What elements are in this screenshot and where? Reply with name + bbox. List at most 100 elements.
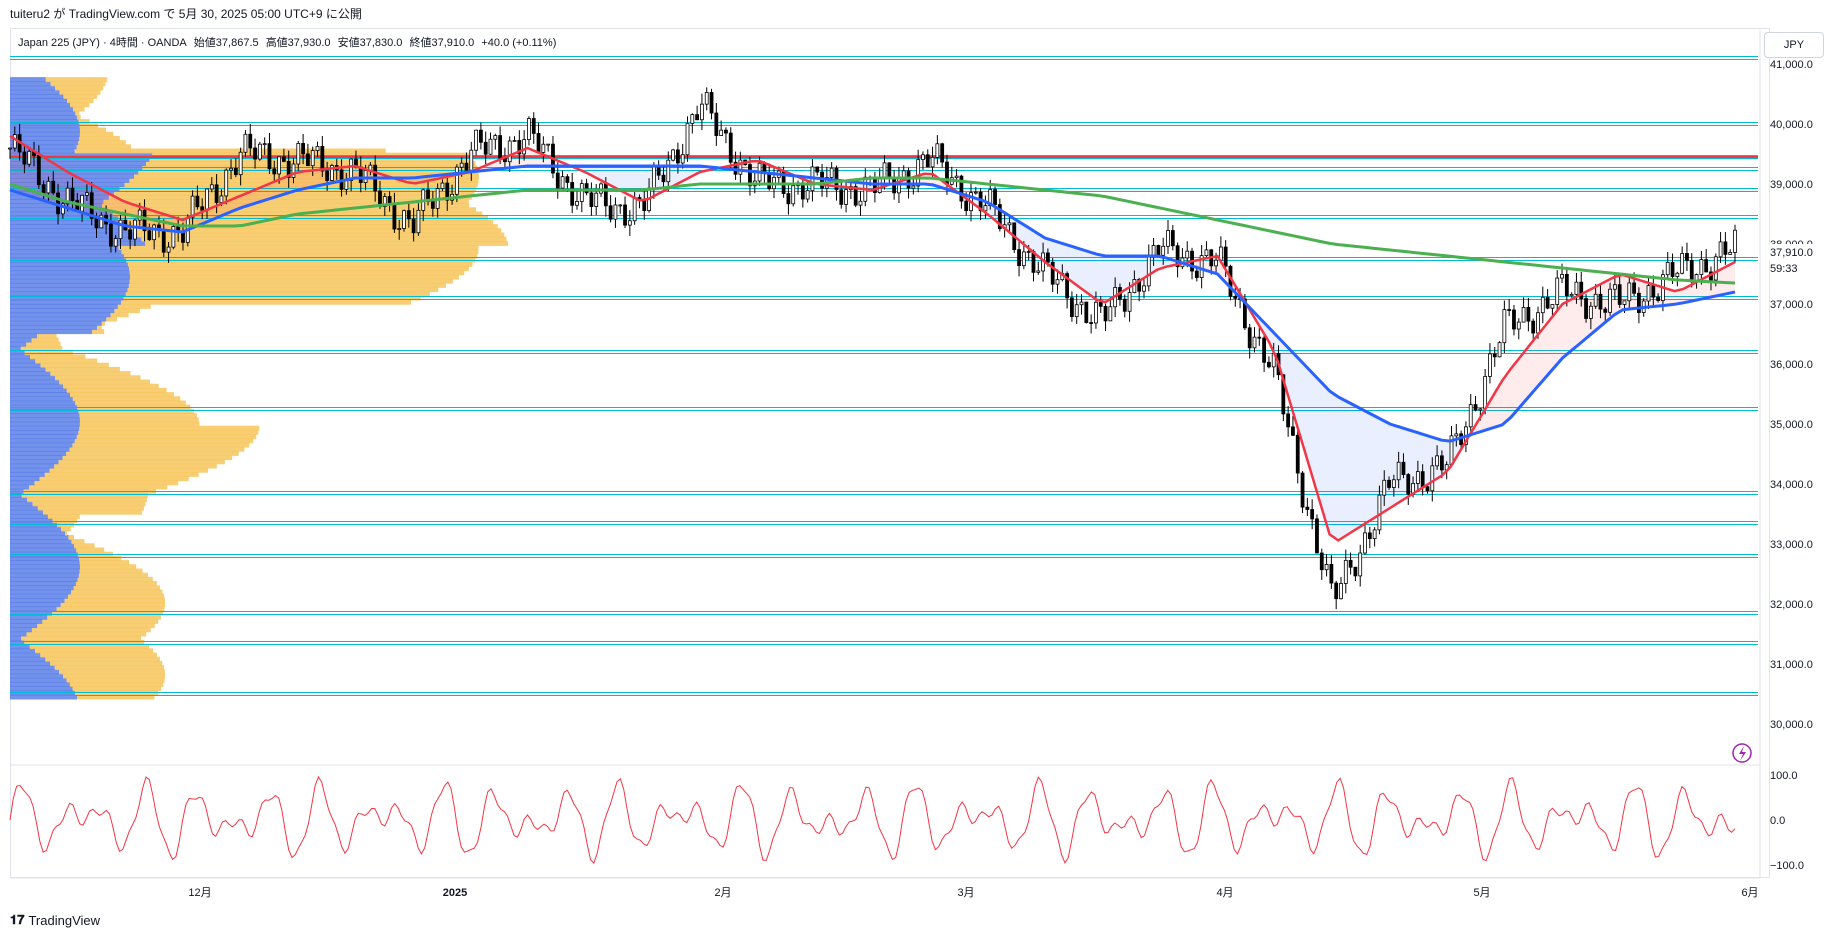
vp-bar-up [10, 329, 93, 335]
moving-averages [9, 134, 1736, 542]
vp-bar-down [54, 665, 164, 671]
close-value: 終値37,910.0 [409, 37, 475, 49]
price-tick-label: 36,000.0 [1770, 359, 1813, 371]
candle-body [483, 141, 488, 155]
candle-body [1579, 281, 1584, 299]
cloud-segment [1553, 304, 1563, 368]
candle-body [584, 183, 589, 194]
symbol-legend: Japan 225 (JPY) · 4時間 · OANDA 始値37,867.5… [18, 34, 560, 50]
cloud-segment [1088, 251, 1097, 300]
low-value: 安値37,830.0 [337, 37, 403, 49]
price-axis[interactable]: 41,000.040,000.039,000.038,000.037,000.0… [1770, 59, 1813, 731]
candle-body [1670, 262, 1675, 277]
candle-body [1387, 479, 1391, 488]
candle-body [680, 154, 685, 164]
vp-bar-up [10, 648, 36, 654]
candle-body [1713, 256, 1718, 281]
cloud-segment [1666, 288, 1675, 306]
brand-name: TradingView [28, 912, 101, 928]
vp-bar-down [66, 677, 165, 683]
candle-body [791, 185, 796, 205]
oscillator-pane[interactable]: 100.0 0.0 −100.0 [9, 770, 1804, 872]
candle-body [1675, 272, 1680, 277]
cloud-segment [251, 187, 261, 205]
vp-bar-up [10, 333, 37, 339]
vp-bar-down [79, 564, 137, 570]
candle-body [594, 192, 599, 207]
candle-body [911, 185, 916, 189]
vp-bar-up [10, 618, 43, 624]
vp-bar-down [132, 228, 502, 234]
vp-bar-up [10, 417, 80, 423]
support-resistance-lines[interactable] [10, 56, 1758, 696]
candle-body [651, 165, 656, 189]
lightning-icon[interactable] [1732, 743, 1752, 763]
time-axis[interactable]: 12月 2025 2月 3月 4月 5月 6月 [188, 887, 1758, 899]
candle-body [46, 180, 51, 194]
time-tick-label: 6月 [1741, 887, 1758, 899]
candle-body [171, 226, 176, 248]
vp-bar-up [10, 686, 73, 692]
candle-body [224, 169, 229, 197]
candle-body [1516, 321, 1521, 330]
ma-slow-line [9, 176, 1736, 285]
oscillator-tick-label: 0.0 [1770, 815, 1785, 827]
ma-cloud [10, 136, 1735, 541]
vp-bar-up [10, 287, 128, 293]
vp-bar-up [10, 135, 80, 141]
candle-body [844, 189, 848, 205]
candle-body [84, 192, 89, 196]
candle-body [1540, 296, 1545, 314]
candle-body [1098, 301, 1103, 307]
candle-body [613, 204, 618, 220]
vp-bar-up [10, 539, 72, 545]
candle-body [1617, 284, 1622, 305]
candle-body [589, 192, 594, 207]
candle-body [1242, 298, 1247, 329]
candle-body [531, 118, 536, 134]
candle-body [1026, 251, 1031, 253]
vp-bar-down [77, 576, 153, 582]
vp-bar-up [10, 379, 60, 385]
candle-body [1478, 408, 1483, 411]
publish-info: tuiteru2 が TradingView.com で 5月 30, 2025… [10, 7, 362, 21]
vp-bar-down [65, 530, 68, 536]
vp-bar-up [10, 161, 147, 167]
candle-body [997, 204, 1002, 229]
candle-body [1651, 285, 1656, 298]
vp-bar-down [79, 417, 199, 423]
candle-body [440, 182, 445, 189]
vp-bar-down [121, 249, 479, 255]
candle-body [1685, 253, 1689, 261]
candles[interactable] [8, 87, 1737, 610]
vp-bar-down [92, 329, 105, 335]
vp-bar-up [10, 413, 80, 419]
candle-body [469, 149, 474, 171]
candle-body [940, 143, 945, 163]
candle-body [277, 156, 281, 175]
cloud-segment [1338, 397, 1347, 541]
price-tick-label: 37,000.0 [1770, 299, 1813, 311]
currency-button[interactable]: JPY [1764, 32, 1824, 58]
cloud-segment [1321, 382, 1330, 535]
cloud-segment [1329, 391, 1339, 541]
footer-brand[interactable]: 𝟏𝟕 TradingView [10, 912, 100, 928]
candle-body [330, 165, 334, 181]
vp-bar-down [107, 207, 477, 213]
vp-bar-down [61, 526, 71, 532]
cloud-segment [769, 164, 778, 175]
candle-body [839, 189, 844, 205]
vp-bar-up [10, 131, 80, 137]
candle-body [1295, 434, 1300, 474]
open-value: 始値37,867.5 [193, 37, 259, 49]
vp-bar-up [10, 291, 126, 297]
candle-body [1233, 295, 1238, 299]
candle-body [1425, 486, 1430, 492]
candle-body [685, 123, 690, 156]
vp-bar-down [103, 198, 469, 204]
vp-bar-down [58, 459, 225, 465]
candle-body [478, 129, 483, 143]
vp-bar-up [10, 614, 48, 620]
vp-bar-up [10, 110, 76, 116]
